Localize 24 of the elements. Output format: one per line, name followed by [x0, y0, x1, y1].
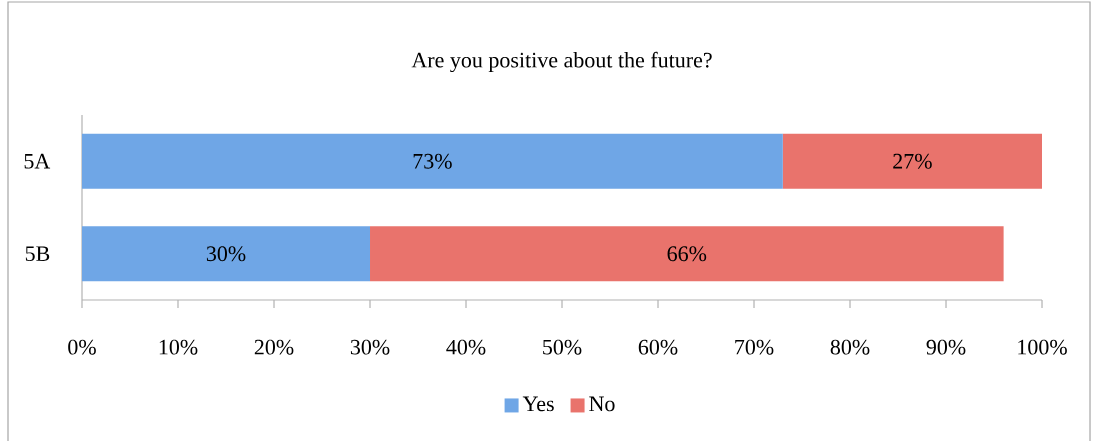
x-tick-label: 50% — [543, 339, 582, 355]
y-tick-label: 5A — [24, 153, 51, 169]
chart-title: Are you positive about the future? — [411, 51, 712, 73]
y-tick-label: 5B — [25, 246, 50, 262]
x-tick-label: 0% — [68, 339, 96, 355]
x-tick-label: 10% — [159, 339, 198, 355]
legend-label: Yes — [522, 396, 554, 412]
x-tick-label: 30% — [350, 339, 390, 355]
x-tick-label: 20% — [254, 339, 294, 355]
legend-label: No — [589, 396, 615, 412]
x-tick-label: 60% — [638, 339, 678, 355]
x-tick-label: 70% — [735, 339, 774, 355]
x-tick-label: 90% — [926, 339, 966, 355]
x-tick-label: 40% — [446, 339, 486, 355]
data-label: 73% — [413, 153, 452, 169]
bar — [82, 133, 783, 189]
bar — [82, 226, 371, 282]
data-label: 30% — [206, 246, 246, 262]
data-label: 66% — [667, 246, 707, 262]
x-tick-label: 80% — [830, 339, 870, 355]
x-tick-label: 100% — [1018, 339, 1067, 355]
data-label: 27% — [893, 153, 932, 169]
bar — [782, 133, 1043, 189]
bar — [370, 226, 1004, 282]
